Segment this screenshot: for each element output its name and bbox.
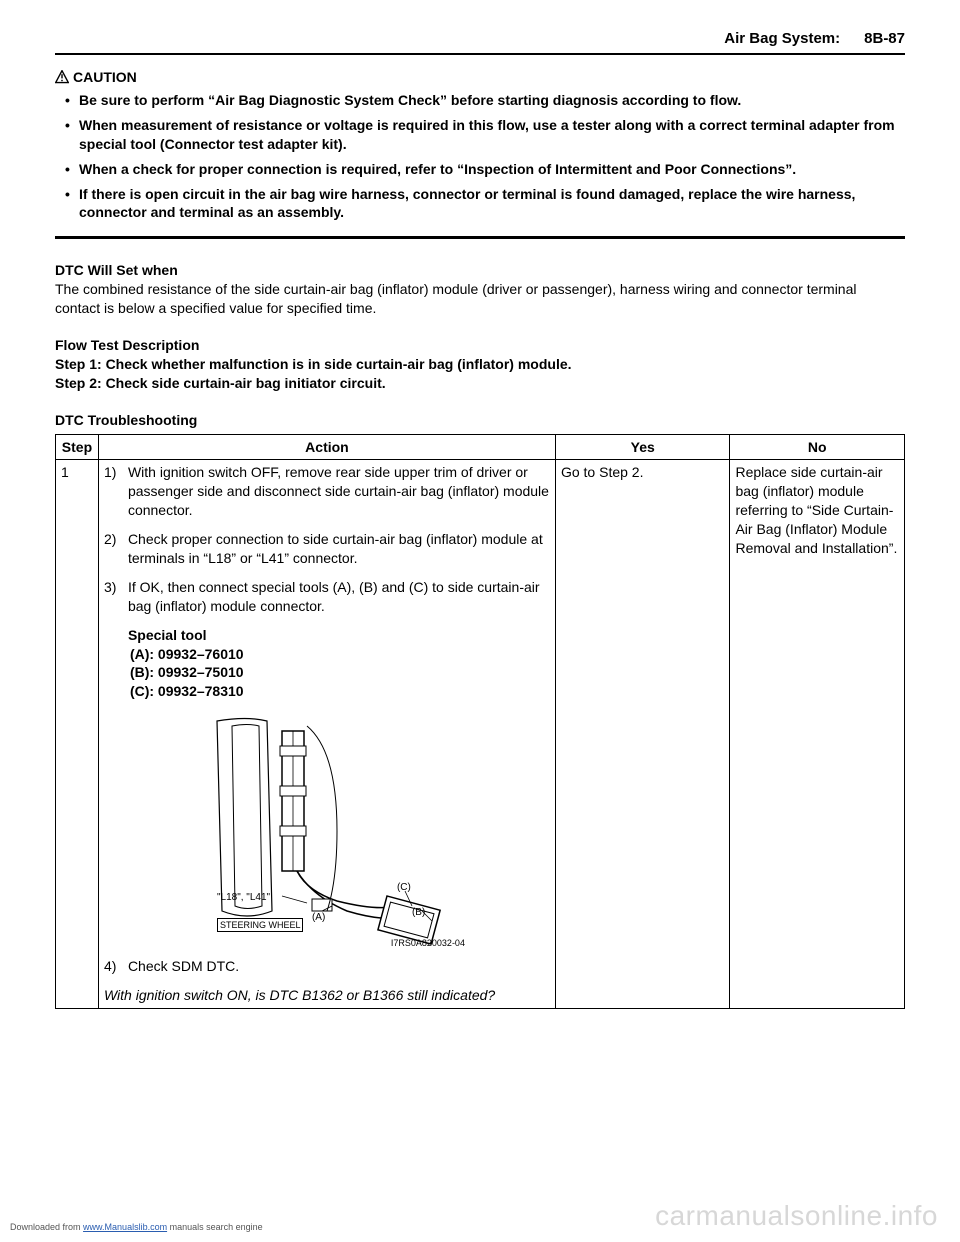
footer-suffix: manuals search engine [170,1222,263,1232]
footer-link[interactable]: www.Manualslib.com [83,1222,167,1232]
header-title: Air Bag System: [724,30,840,47]
special-tool-b: (B): 09932–75010 [128,663,550,682]
col-no-header: No [730,434,905,460]
diagram-label-steering: STEERING WHEEL [217,918,304,932]
caution-label: CAUTION [73,69,137,85]
table-row: 1 1)With ignition switch OFF, remove rea… [56,460,905,1009]
diagram-label-connector: "L18", "L41" [217,891,270,905]
yes-cell: Go to Step 2. [555,460,730,1009]
special-tool-a: (A): 09932–76010 [128,645,550,664]
caution-item: When a check for proper connection is re… [65,160,905,179]
caution-list: Be sure to perform “Air Bag Diagnostic S… [55,91,905,222]
page-header: Air Bag System: 8B-87 [55,30,905,53]
diagram-label-a: (A) [312,911,325,925]
caution-block: CAUTION Be sure to perform “Air Bag Diag… [55,69,905,222]
flow-test-step-1: Step 1: Check whether malfunction is in … [55,355,905,374]
footer-prefix: Downloaded from [10,1222,83,1232]
header-rule [55,53,905,55]
troubleshooting-section: DTC Troubleshooting Step Action Yes No 1… [55,411,905,1009]
troubleshooting-table: Step Action Yes No 1 1)With ignition swi… [55,434,905,1009]
diagram-ref: I7RS0A820032-04 [391,937,465,949]
footer: Downloaded from www.Manualslib.com manua… [10,1222,263,1232]
diagram-label-b: (B) [412,906,425,920]
step-cell: 1 [56,460,99,1009]
special-tool-block: Special tool (A): 09932–76010 (B): 09932… [128,626,550,702]
action-item-1: With ignition switch OFF, remove rear si… [128,464,549,518]
action-cell: 1)With ignition switch OFF, remove rear … [98,460,555,1009]
dtc-set-text: The combined resistance of the side curt… [55,280,905,318]
troubleshooting-title: DTC Troubleshooting [55,411,905,430]
caution-item: If there is open circuit in the air bag … [65,185,905,223]
warning-icon [55,70,69,84]
caution-header: CAUTION [55,69,905,85]
diagram-label-c: (C) [397,881,411,895]
special-tool-c: (C): 09932–78310 [128,682,550,701]
watermark: carmanualsonline.info [655,1200,938,1232]
header-page-number: 8B-87 [864,30,905,47]
dtc-set-title: DTC Will Set when [55,261,905,280]
dtc-question: With ignition switch ON, is DTC B1362 or… [104,986,550,1005]
col-action-header: Action [98,434,555,460]
no-cell: Replace side curtain-air bag (inflator) … [730,460,905,1009]
action-item-2: Check proper connection to side curtain-… [128,531,543,566]
caution-end-rule [55,236,905,239]
diagram: "L18", "L41" (A) STEERING WHEEL (C) (B) … [187,711,467,951]
col-yes-header: Yes [555,434,730,460]
flow-test-step-2: Step 2: Check side curtain-air bag initi… [55,374,905,393]
action-item-3: If OK, then connect special tools (A), (… [128,579,540,614]
special-tool-title: Special tool [128,626,550,645]
caution-item: Be sure to perform “Air Bag Diagnostic S… [65,91,905,110]
flow-test-title: Flow Test Description [55,336,905,355]
flow-test-section: Flow Test Description Step 1: Check whet… [55,336,905,393]
caution-item: When measurement of resistance or voltag… [65,116,905,154]
action-item-4: Check SDM DTC. [128,958,239,974]
col-step-header: Step [56,434,99,460]
dtc-set-section: DTC Will Set when The combined resistanc… [55,261,905,318]
